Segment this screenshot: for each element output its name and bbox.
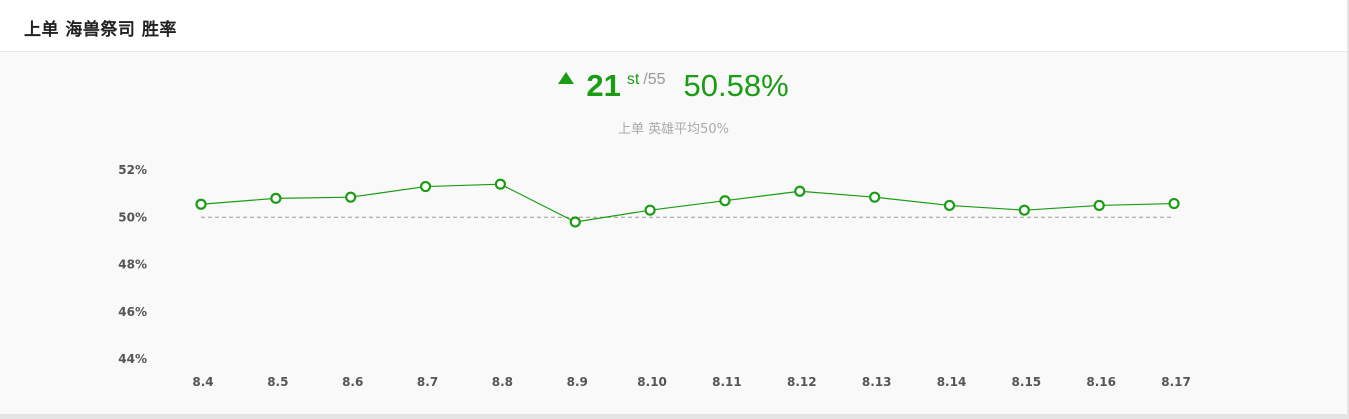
win-rate-chart: 52% 50% 48% 46% 44% 8.4 8.5 8.6 8.7 8.8 8.9 8.10 8.1…	[118, 163, 1191, 389]
rank-up-arrow-icon	[558, 72, 575, 84]
data-point[interactable]	[494, 178, 506, 190]
data-point[interactable]	[270, 192, 282, 204]
panel-header: 上单 海兽祭司 胜率	[0, 0, 1347, 52]
rank-summary: 21 st/55 50.58%	[0, 68, 1347, 104]
y-tick-label: 52%	[118, 163, 147, 177]
win-rate-series-line	[200, 183, 1175, 223]
data-point[interactable]	[345, 191, 357, 203]
x-tick-label: 8.15	[1012, 375, 1042, 389]
x-tick-label: 8.8	[492, 375, 513, 389]
x-tick-label: 8.16	[1086, 375, 1116, 389]
x-tick-label: 8.13	[862, 375, 892, 389]
rank-suffix: st	[626, 71, 640, 88]
x-tick-label: 8.4	[192, 375, 213, 389]
y-tick-label: 44%	[118, 352, 147, 366]
y-tick-label: 50%	[118, 210, 147, 224]
data-point[interactable]	[1093, 199, 1105, 212]
data-point[interactable]	[1018, 204, 1030, 216]
win-rate-value: 50.58%	[683, 68, 789, 103]
data-point[interactable]	[719, 195, 731, 207]
x-tick-label: 8.11	[712, 375, 742, 389]
bottom-border	[0, 414, 1349, 419]
x-tick-label: 8.7	[417, 375, 438, 389]
x-tick-label: 8.6	[342, 375, 363, 389]
x-tick-label: 8.9	[567, 375, 588, 389]
x-tick-label: 8.14	[937, 375, 967, 389]
data-point[interactable]	[569, 216, 581, 228]
y-tick-label: 48%	[118, 258, 147, 272]
x-tick-label: 8.12	[787, 375, 817, 389]
x-tick-label: 8.5	[267, 375, 288, 389]
rank-number: 21	[586, 68, 621, 103]
rank-total: /55	[643, 71, 666, 88]
data-point[interactable]	[419, 180, 432, 193]
panel-title: 上单 海兽祭司 胜率	[24, 20, 177, 40]
data-point[interactable]	[869, 191, 881, 203]
data-point[interactable]	[1168, 197, 1180, 210]
data-point[interactable]	[794, 185, 806, 197]
x-tick-label: 8.17	[1161, 375, 1191, 389]
average-label: 上单 英雄平均50%	[617, 122, 730, 137]
x-tick-label: 8.10	[637, 375, 667, 389]
y-tick-label: 46%	[118, 305, 147, 319]
data-point[interactable]	[644, 204, 656, 216]
data-point[interactable]	[195, 198, 207, 210]
data-point[interactable]	[943, 199, 956, 212]
